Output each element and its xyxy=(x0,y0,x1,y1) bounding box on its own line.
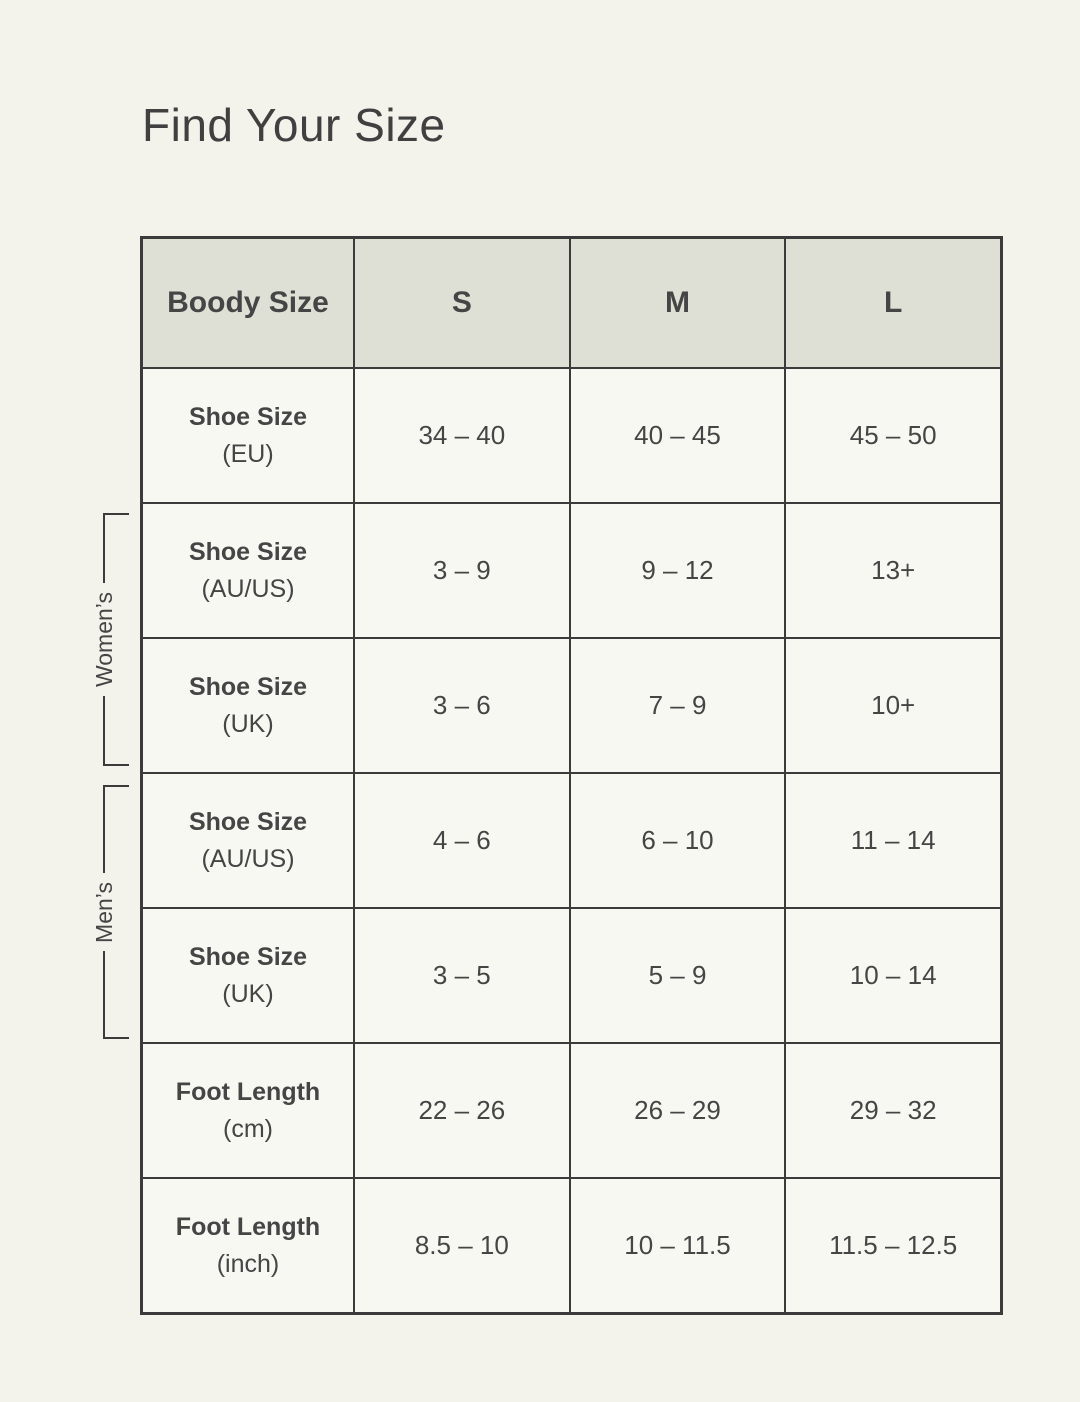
cell-value: 8.5 – 10 xyxy=(354,1178,570,1313)
row-unit-text: (cm) xyxy=(223,1114,273,1143)
row-label-womens-shoe-size-uk: Shoe Size (UK) xyxy=(142,638,354,773)
cell-value: 10 – 14 xyxy=(785,908,1001,1043)
bracket-line-segment xyxy=(103,515,105,583)
header-corner-cell: Boody Size xyxy=(142,238,354,368)
cell-value: 10+ xyxy=(785,638,1001,773)
row-label-foot-length-inch: Foot Length (inch) xyxy=(142,1178,354,1313)
row-label-shoe-size-eu: Shoe Size (EU) xyxy=(142,368,354,503)
bracket-line-segment xyxy=(103,696,105,764)
row-unit-text: (AU/US) xyxy=(201,844,295,873)
cell-value: 6 – 10 xyxy=(569,773,786,908)
row-label-text: Shoe Size xyxy=(188,808,308,837)
cell-value: 4 – 6 xyxy=(354,773,570,908)
header-size-s: S xyxy=(354,238,570,368)
bracket-line-segment xyxy=(103,787,105,873)
row-label-text: Shoe Size xyxy=(188,673,308,702)
cell-value: 5 – 9 xyxy=(569,908,786,1043)
cell-value: 13+ xyxy=(785,503,1001,638)
cell-value: 7 – 9 xyxy=(569,638,786,773)
cell-value: 3 – 5 xyxy=(354,908,570,1043)
cell-value: 11 – 14 xyxy=(785,773,1001,908)
cell-value: 34 – 40 xyxy=(354,368,570,503)
row-unit-text: (EU) xyxy=(222,439,274,468)
cell-value: 45 – 50 xyxy=(785,368,1001,503)
row-label-mens-shoe-size-uk: Shoe Size (UK) xyxy=(142,908,354,1043)
womens-group-bracket: Women’s xyxy=(91,513,129,766)
bracket-top-tick xyxy=(103,513,129,515)
row-label-text: Shoe Size xyxy=(188,943,308,972)
cell-value: 9 – 12 xyxy=(569,503,786,638)
bracket-line-segment xyxy=(103,951,105,1037)
cell-value: 40 – 45 xyxy=(569,368,786,503)
header-size-m: M xyxy=(569,238,786,368)
mens-group-bracket: Men’s xyxy=(91,785,129,1039)
row-label-text: Foot Length xyxy=(175,1213,321,1242)
row-unit-text: (inch) xyxy=(216,1249,280,1278)
row-label-foot-length-cm: Foot Length (cm) xyxy=(142,1043,354,1178)
row-unit-text: (UK) xyxy=(222,979,274,1008)
mens-group-label: Men’s xyxy=(91,881,117,943)
bracket-bottom-tick xyxy=(103,764,129,766)
womens-group-label: Women’s xyxy=(91,591,117,688)
bracket-bottom-tick xyxy=(103,1037,129,1039)
cell-value: 11.5 – 12.5 xyxy=(785,1178,1001,1313)
cell-value: 22 – 26 xyxy=(354,1043,570,1178)
header-size-l: L xyxy=(785,238,1001,368)
cell-value: 29 – 32 xyxy=(785,1043,1001,1178)
page-title: Find Your Size xyxy=(142,99,446,151)
row-label-womens-shoe-size-auus: Shoe Size (AU/US) xyxy=(142,503,354,638)
cell-value: 10 – 11.5 xyxy=(569,1178,786,1313)
size-chart-table: Boody Size S M L Shoe Size (EU) 34 – 40 … xyxy=(140,236,1003,1315)
cell-value: 3 – 9 xyxy=(354,503,570,638)
row-label-text: Shoe Size xyxy=(188,538,308,567)
row-unit-text: (AU/US) xyxy=(201,574,295,603)
row-unit-text: (UK) xyxy=(222,709,274,738)
cell-value: 26 – 29 xyxy=(569,1043,786,1178)
bracket-top-tick xyxy=(103,785,129,787)
row-label-text: Shoe Size xyxy=(188,403,308,432)
cell-value: 3 – 6 xyxy=(354,638,570,773)
row-label-text: Foot Length xyxy=(175,1078,321,1107)
row-label-mens-shoe-size-auus: Shoe Size (AU/US) xyxy=(142,773,354,908)
